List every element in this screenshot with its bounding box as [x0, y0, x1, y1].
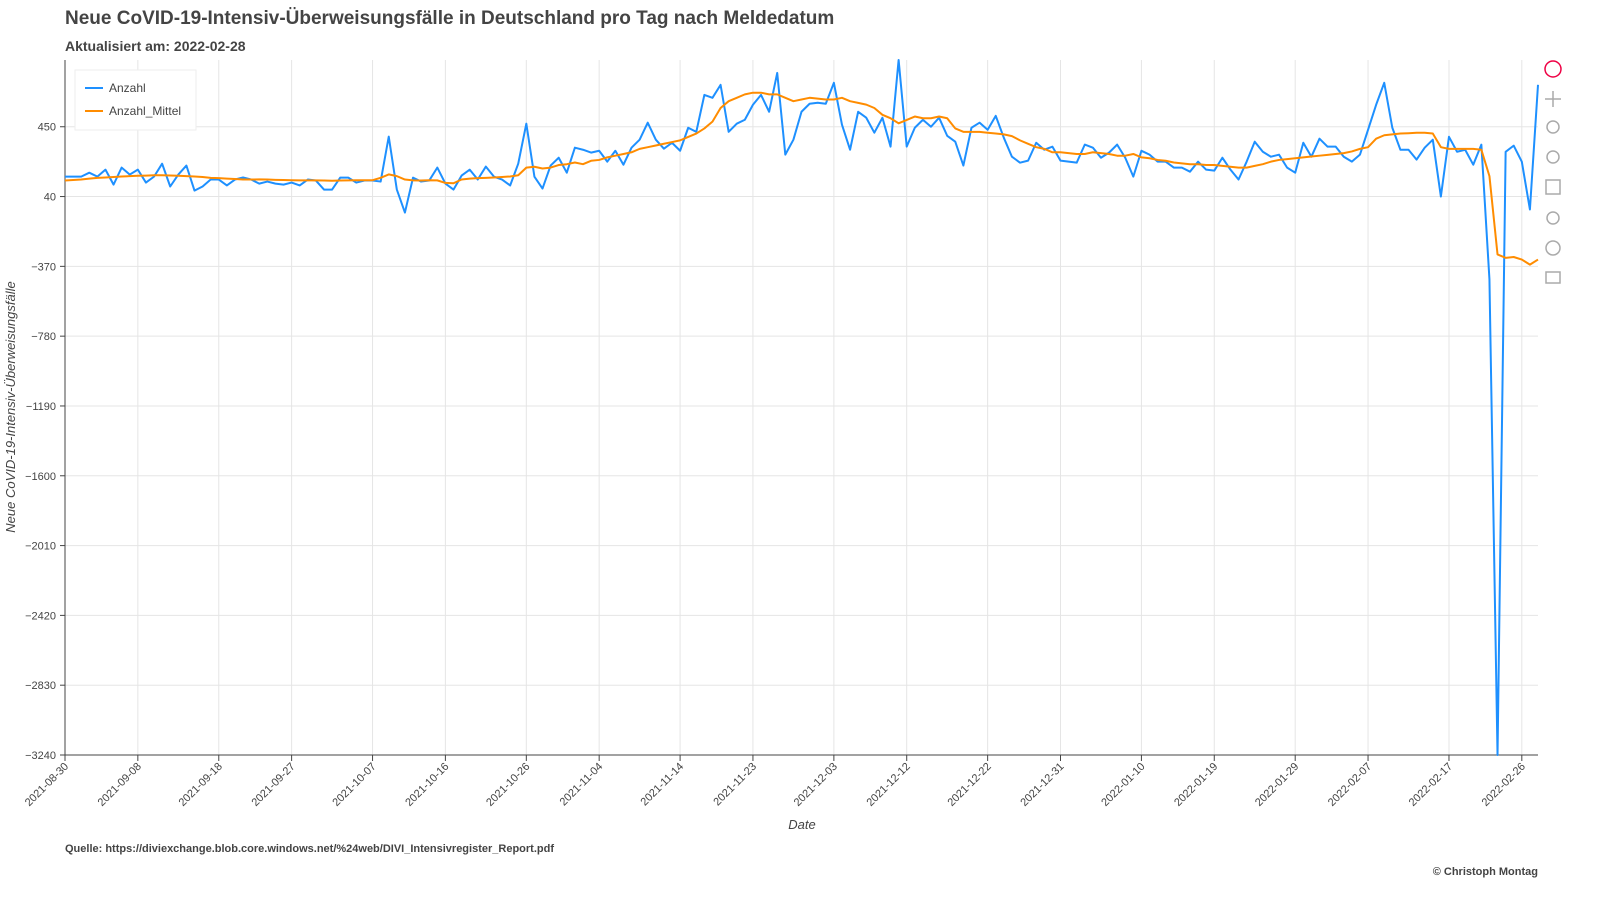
x-tick-label: 2021-09-08 — [96, 761, 144, 809]
series-line — [64, 91, 1539, 266]
x-tick-label: 2021-12-12 — [865, 761, 913, 809]
x-tick-label: 2021-08-30 — [23, 761, 71, 809]
x-tick-label: 2021-10-16 — [403, 761, 451, 809]
x-tick-label: 2021-09-27 — [249, 761, 297, 809]
legend-label: Anzahl_Mittel — [109, 104, 181, 118]
x-tick-label: 2021-11-23 — [711, 761, 759, 809]
toolbar — [1544, 60, 1562, 284]
help-tool[interactable] — [1545, 240, 1561, 256]
x-tick-label: 2021-10-26 — [484, 761, 532, 809]
save-tool[interactable] — [1545, 179, 1561, 195]
y-tick-label: −370 — [31, 261, 56, 273]
x-tick-label: 2022-02-07 — [1326, 761, 1374, 809]
series-line — [65, 59, 1539, 756]
x-tick-label: 2021-11-14 — [639, 761, 687, 809]
x-tick-label: 2021-10-07 — [330, 761, 378, 809]
zoom-tool[interactable] — [1546, 120, 1560, 134]
y-tick-label: −780 — [31, 331, 56, 343]
copyright: © Christoph Montag — [1433, 866, 1538, 878]
x-tick-label: 2021-12-22 — [945, 761, 993, 809]
x-axis-label: Date — [788, 817, 815, 832]
pan-tool[interactable] — [1545, 91, 1561, 107]
source-note: Quelle: https://diviexchange.blob.core.w… — [65, 843, 554, 855]
legend-box — [74, 69, 197, 131]
x-tick-label: 2022-02-26 — [1480, 761, 1528, 809]
chart-title: Neue CoVID-19-Intensiv-Überweisungsfälle… — [65, 8, 834, 29]
legend: Anzahl Anzahl_Mittel — [74, 69, 197, 131]
x-tick-label: 2021-12-03 — [792, 761, 840, 809]
y-tick-label: −1600 — [25, 471, 56, 483]
x-tick-label: 2021-11-04 — [558, 761, 606, 809]
y-tick-label: −2830 — [25, 680, 56, 692]
x-tick-label: 2022-01-19 — [1172, 761, 1220, 809]
y-tick-label: −1190 — [26, 401, 56, 413]
legend-label: Anzahl — [109, 81, 146, 95]
wheel-zoom-tool[interactable] — [1546, 150, 1560, 164]
y-tick-label: −3240 — [25, 750, 56, 762]
x-tick-label: 2022-01-29 — [1253, 761, 1301, 809]
hover-tool[interactable] — [1545, 271, 1561, 284]
y-axis-label: Neue CoVID-19-Intensiv-Überweisungsfälle — [3, 281, 18, 532]
logo — [1544, 60, 1562, 78]
y-tick-label: 450 — [38, 122, 56, 134]
reset-tool[interactable] — [1546, 211, 1560, 225]
chart-subtitle: Aktualisiert am: 2022-02-28 — [65, 38, 246, 54]
y-tick-label: 40 — [44, 192, 56, 204]
y-tick-label: −2420 — [25, 610, 56, 622]
x-tick-label: 2021-12-31 — [1018, 761, 1066, 809]
x-tick-label: 2022-01-10 — [1099, 761, 1147, 809]
x-tick-label: 2021-09-18 — [177, 761, 225, 809]
y-tick-label: −2010 — [25, 541, 56, 553]
x-tick-label: 2022-02-17 — [1407, 761, 1455, 809]
